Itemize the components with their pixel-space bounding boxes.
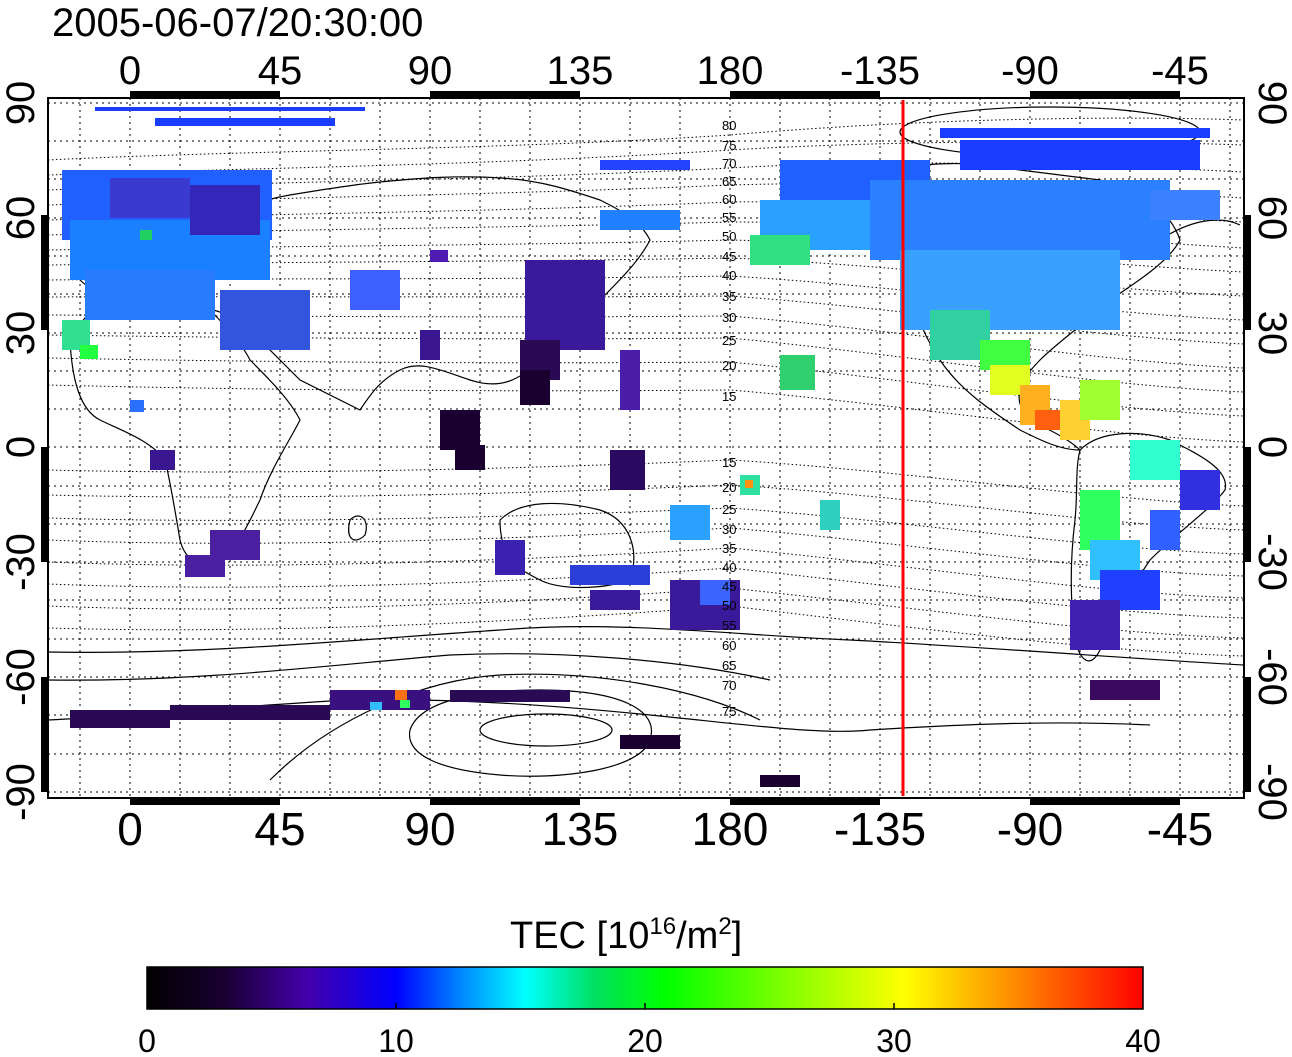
contour-label: 30 xyxy=(722,522,736,537)
left-latitude-ticks: 90 60 30 0 -30 -60 -90 xyxy=(0,81,43,821)
contour-label: 20 xyxy=(722,480,736,495)
left-lat-tick: 90 xyxy=(0,81,43,126)
bottom-lon-tick: 135 xyxy=(542,803,619,855)
bottom-lon-tick: 90 xyxy=(404,803,455,855)
tec-data-points xyxy=(62,107,1220,787)
left-lat-tick: 30 xyxy=(0,311,43,356)
contour-label: 25 xyxy=(722,502,736,517)
left-lat-tick: -60 xyxy=(0,648,43,706)
contour-label: 70 xyxy=(722,678,736,693)
top-lon-tick: -45 xyxy=(1151,49,1209,93)
axis-border-bars xyxy=(41,91,1251,805)
contour-label: 60 xyxy=(722,192,736,207)
contour-label: 65 xyxy=(722,174,736,189)
bottom-lon-tick: -90 xyxy=(997,803,1063,855)
contour-label: 55 xyxy=(722,210,736,225)
contour-label: 35 xyxy=(722,541,736,556)
contour-label: 60 xyxy=(722,638,736,653)
bottom-lon-tick: 0 xyxy=(117,803,143,855)
right-lat-tick: 90 xyxy=(1250,81,1292,126)
contour-label: 45 xyxy=(722,579,736,594)
top-lon-tick: -135 xyxy=(840,49,920,93)
colorbar-tick-label: 40 xyxy=(1125,1023,1161,1057)
right-lat-tick: 0 xyxy=(1250,436,1292,458)
top-lon-tick: 45 xyxy=(258,49,303,93)
map-grid xyxy=(48,98,1244,798)
right-lat-tick: -60 xyxy=(1250,648,1292,706)
colorbar-tick-label: 0 xyxy=(138,1023,156,1057)
bottom-lon-tick: 180 xyxy=(692,803,769,855)
contour-label: 70 xyxy=(722,156,736,171)
figure-title: 2005-06-07/20:30:00 xyxy=(52,1,423,45)
bottom-longitude-ticks: 0 45 90 135 180 -135 -90 -45 xyxy=(117,803,1213,855)
left-lat-tick: -90 xyxy=(0,763,43,821)
contour-label: 50 xyxy=(722,598,736,613)
right-latitude-ticks: 90 60 30 0 -30 -60 -90 xyxy=(1250,81,1292,821)
bottom-lon-tick: -135 xyxy=(834,803,926,855)
colorbar-tick-marks xyxy=(395,1003,895,1009)
colorbar-tick-label: 10 xyxy=(378,1023,414,1057)
contour-label: 30 xyxy=(722,310,736,325)
contour-label: 45 xyxy=(722,249,736,264)
bottom-lon-tick: 45 xyxy=(254,803,305,855)
colorbar-ticks: 0 10 20 30 40 xyxy=(138,1023,1161,1057)
top-lon-tick: 135 xyxy=(547,49,614,93)
contour-label: 15 xyxy=(722,389,736,404)
contour-label: 15 xyxy=(722,455,736,470)
contour-label: 50 xyxy=(722,229,736,244)
contour-label: 20 xyxy=(722,358,736,373)
bottom-lon-tick: -45 xyxy=(1147,803,1213,855)
left-lat-tick: 0 xyxy=(0,436,43,458)
right-lat-tick: -90 xyxy=(1250,763,1292,821)
contour-label: 80 xyxy=(722,118,736,133)
top-lon-tick: 90 xyxy=(408,49,453,93)
colorbar-tick-label: 20 xyxy=(627,1023,663,1057)
contour-label: 25 xyxy=(722,333,736,348)
contour-label: 75 xyxy=(722,138,736,153)
top-lon-tick: 180 xyxy=(697,49,764,93)
top-lon-tick: -90 xyxy=(1001,49,1059,93)
top-longitude-ticks: 0 45 90 135 180 -135 -90 -45 xyxy=(119,49,1209,93)
right-lat-tick: 60 xyxy=(1250,196,1292,241)
contour-label: 65 xyxy=(722,658,736,673)
right-lat-tick: 30 xyxy=(1250,311,1292,356)
colorbar-tick-label: 30 xyxy=(876,1023,912,1057)
colorbar-title: TEC [1016/m2] xyxy=(510,913,742,957)
colorbar xyxy=(146,966,1144,1010)
contour-label: 40 xyxy=(722,560,736,575)
magnetic-latitude-contours-solid xyxy=(48,106,1244,781)
contour-labels: 80 75 70 65 60 55 50 45 40 35 30 25 20 1… xyxy=(722,118,736,719)
contour-label: 75 xyxy=(722,704,736,719)
right-lat-tick: -30 xyxy=(1250,533,1292,591)
left-lat-tick: 60 xyxy=(0,196,43,241)
contour-label: 35 xyxy=(722,289,736,304)
contour-label: 40 xyxy=(722,268,736,283)
contour-label: 55 xyxy=(722,618,736,633)
left-lat-tick: -30 xyxy=(0,533,43,591)
top-lon-tick: 0 xyxy=(119,49,141,93)
